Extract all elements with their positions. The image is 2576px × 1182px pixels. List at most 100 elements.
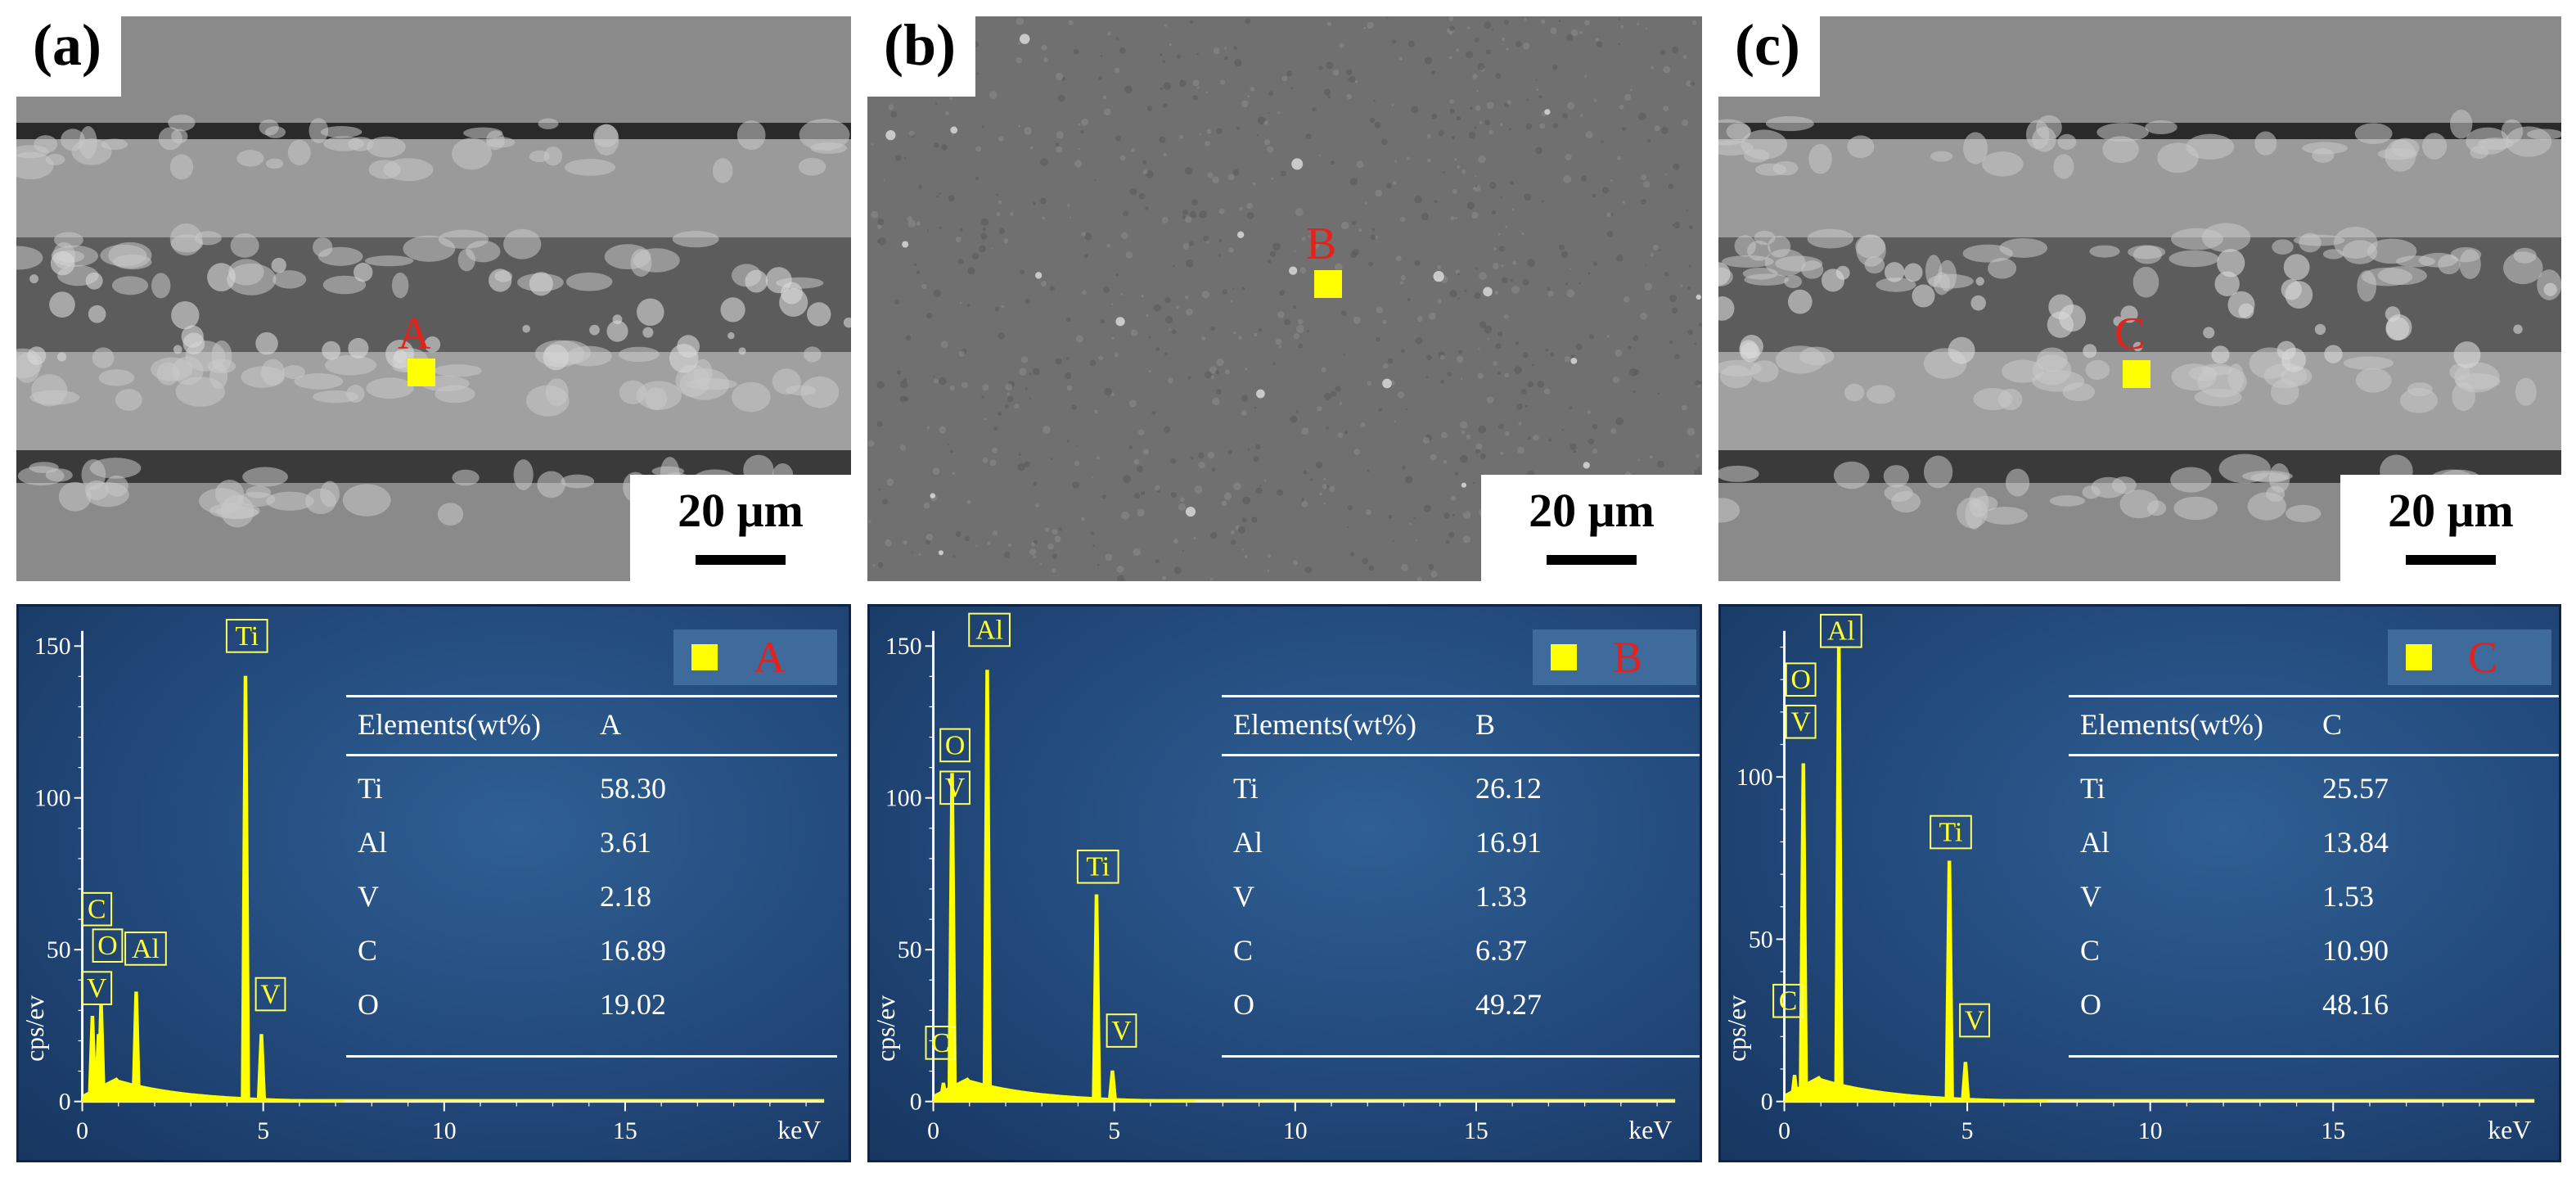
y-tick-label: 150 xyxy=(885,633,922,660)
analysis-point-label: A xyxy=(398,309,431,359)
peak-tag: C xyxy=(1772,983,1804,1018)
y-tick-label: 0 xyxy=(59,1089,71,1116)
legend-label: C xyxy=(2468,633,2498,682)
spectrum-peak xyxy=(947,773,957,1103)
x-tick-label: 10 xyxy=(2138,1117,2163,1144)
spectrum-peak xyxy=(1834,646,1844,1103)
peak-tag-label: C xyxy=(1779,986,1798,1017)
spectrum-peak xyxy=(982,670,993,1103)
x-axis-label: keV xyxy=(777,1116,821,1144)
panel-c: C 20 μm (c) 0 50 100 0 5 10 15 keV cps/ev O V Al Ti V C C E… xyxy=(1718,0,2561,1182)
legend: C xyxy=(2388,629,2551,685)
table-cell-element: Ti xyxy=(1233,772,1259,805)
peak-tag-label: V xyxy=(1111,1016,1131,1046)
y-axis-label: cps/ev xyxy=(871,995,900,1062)
legend: A xyxy=(673,629,837,685)
x-axis-label: keV xyxy=(2488,1116,2531,1144)
peak-tag-label: V xyxy=(260,979,280,1009)
table-cell-element: Al xyxy=(358,826,387,859)
peak-tag: Ti xyxy=(1930,814,1972,850)
peak-tag-label: Ti xyxy=(1939,818,1963,848)
table-cell-value: 19.02 xyxy=(600,988,666,1021)
peak-tag: V xyxy=(254,977,286,1012)
spectrum-peak xyxy=(241,675,250,1103)
sem-micrograph xyxy=(16,16,851,581)
table-cell-value: 3.61 xyxy=(600,826,651,859)
peak-tag-label: V xyxy=(1965,1005,1984,1035)
scale-bar: 20 μm xyxy=(2340,475,2561,581)
peak-tag: Al xyxy=(1820,613,1862,648)
eds-spectrum: 0 50 100 0 5 10 15 keV cps/ev O V Al Ti V C C Elements(w… xyxy=(1718,604,2561,1162)
table-cell-element: Ti xyxy=(2080,772,2105,805)
table-cell-value: 16.91 xyxy=(1475,826,1542,859)
table-rule-bottom xyxy=(1222,1055,1700,1058)
peak-tag: V xyxy=(1959,1003,1990,1038)
spectrum-continuum xyxy=(1783,1076,2049,1103)
peak-tag-label: O xyxy=(97,931,117,961)
y-tick-label: 0 xyxy=(1761,1089,1773,1116)
table-cell-element: V xyxy=(358,880,379,913)
table-cell-element: C xyxy=(358,934,378,967)
x-tick-label: 0 xyxy=(927,1117,939,1144)
table-cell-value: 1.33 xyxy=(1475,880,1527,913)
spectrum-continuum xyxy=(81,1077,344,1103)
spectrum-continuum xyxy=(932,1077,1195,1103)
eds-spectrum: 0 50 100 150 0 5 10 15 keV cps/ev C O Al V Ti V A Element… xyxy=(16,604,851,1162)
peak-tag-label: Al xyxy=(1827,616,1855,647)
peak-tag: Ti xyxy=(225,619,268,653)
sem-image: C 20 μm xyxy=(1718,16,2561,581)
peak-tag: Al xyxy=(124,932,167,966)
analysis-point-label: B xyxy=(1306,219,1337,269)
analysis-point-label: C xyxy=(2114,309,2146,359)
table-cell-element: V xyxy=(1233,880,1254,913)
analysis-point-marker xyxy=(1314,270,1342,298)
scale-bar-line xyxy=(696,555,786,565)
y-tick-label: 50 xyxy=(1749,926,1773,953)
spectrum-peak xyxy=(1107,1070,1118,1103)
scale-bar-text: 20 μm xyxy=(1529,484,1655,537)
peak-tag: C xyxy=(81,891,113,927)
y-tick-label: 100 xyxy=(1736,764,1773,791)
peak-tag: Ti xyxy=(1076,849,1119,884)
y-tick-label: 100 xyxy=(34,785,71,812)
table-rule-mid xyxy=(346,754,837,756)
y-axis-label: cps/ev xyxy=(20,995,49,1062)
legend-swatch xyxy=(691,644,718,670)
x-tick-label: 5 xyxy=(1961,1117,1974,1144)
peak-tag: V xyxy=(81,971,113,1005)
table-header-element: Elements(wt%) xyxy=(2080,708,2263,741)
scale-bar-line xyxy=(1547,555,1637,565)
x-tick-label: 15 xyxy=(613,1117,637,1144)
table-rule-bottom xyxy=(2069,1055,2559,1058)
table-cell-element: V xyxy=(2080,880,2101,913)
table-cell-value: 10.90 xyxy=(2322,934,2389,967)
table-rule-mid xyxy=(1222,754,1700,756)
peak-tag: V xyxy=(1785,704,1817,739)
spectrum-peak xyxy=(1961,1062,1970,1103)
panel-label: (c) xyxy=(1718,0,1820,97)
table-cell-element: O xyxy=(358,988,379,1021)
table-cell-value: 48.16 xyxy=(2322,988,2389,1021)
table-cell-value: 13.84 xyxy=(2322,826,2389,859)
table-cell-value: 2.18 xyxy=(600,880,651,913)
panel-a: A 20 μm (a) 0 50 100 150 0 5 10 15 keV cps/ev C O Al V Ti… xyxy=(16,0,851,1182)
peak-tag: O xyxy=(92,928,124,963)
peak-tag: Al xyxy=(968,612,1011,647)
table-rule-top xyxy=(1222,695,1700,697)
x-tick-label: 10 xyxy=(432,1117,457,1144)
scale-bar: 20 μm xyxy=(630,475,851,581)
sem-micrograph xyxy=(1718,16,2561,581)
scale-bar: 20 μm xyxy=(1481,475,1702,581)
panel-b: B 20 μm (b) 0 50 100 150 0 5 10 15 keV cps/ev O V Al Ti V… xyxy=(867,0,1702,1182)
spectrum-peak xyxy=(1092,894,1101,1103)
eds-spectrum: 0 50 100 150 0 5 10 15 keV cps/ev O V Al Ti V C B Element… xyxy=(867,604,1702,1162)
peak-tag-label: Al xyxy=(975,615,1003,645)
panel-label: (b) xyxy=(867,0,975,97)
y-tick-label: 0 xyxy=(910,1089,922,1116)
peak-tag-label: V xyxy=(1790,707,1810,738)
x-tick-label: 0 xyxy=(76,1117,88,1144)
legend: B xyxy=(1533,629,1696,685)
analysis-point-marker xyxy=(408,359,435,386)
y-tick-label: 150 xyxy=(34,633,71,660)
spectrum-peak xyxy=(1799,763,1808,1103)
